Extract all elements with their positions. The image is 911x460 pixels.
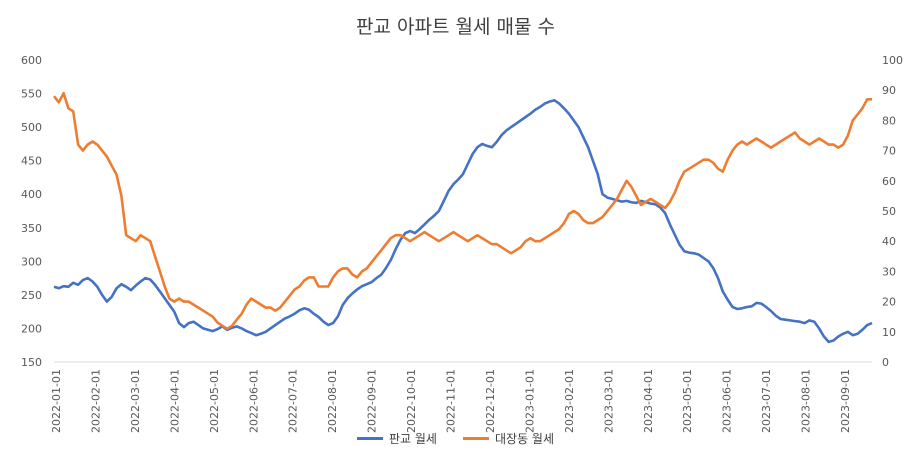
right-tick-label: 60: [882, 175, 896, 188]
legend: 판교 월세 대장동 월세: [0, 430, 911, 447]
right-tick-label: 70: [882, 145, 896, 158]
left-tick-label: 350: [21, 222, 42, 235]
x-tick-label: 2022-02-01: [89, 369, 102, 433]
x-tick-label: 2022-05-01: [208, 369, 221, 433]
right-tick-label: 50: [882, 205, 896, 218]
series-line-2: [52, 91, 872, 331]
right-tick-label: 0: [882, 356, 889, 369]
left-tick-label: 250: [21, 289, 42, 302]
left-tick-label: 550: [21, 88, 42, 101]
series-lines: [52, 91, 873, 344]
right-tick-label: 90: [882, 84, 896, 97]
right-axis: 0 10 20 30 40 50 60 70 80 90 100: [882, 54, 903, 369]
x-tick-label: 2023-03-01: [602, 369, 615, 433]
right-tick-label: 80: [882, 114, 896, 127]
right-tick-label: 40: [882, 235, 896, 248]
x-tick-label: 2022-12-01: [484, 369, 497, 433]
x-tick-label: 2022-07-01: [287, 369, 300, 433]
left-tick-label: 400: [21, 188, 42, 201]
x-tick-label: 2022-06-01: [247, 369, 260, 433]
left-tick-label: 450: [21, 155, 42, 168]
x-tick-label: 2022-01-01: [50, 369, 63, 433]
x-tick-label: 2023-04-01: [642, 369, 655, 433]
x-tick-label: 2022-10-01: [405, 369, 418, 433]
right-tick-label: 30: [882, 265, 896, 278]
legend-swatch: [357, 437, 383, 440]
left-axis: 150 200 250 300 350 400 450 500 550 600: [21, 54, 42, 369]
x-tick-label: 2023-01-01: [523, 369, 536, 433]
x-tick-label: 2022-04-01: [168, 369, 181, 433]
left-tick-label: 500: [21, 121, 42, 134]
x-tick-label: 2022-11-01: [445, 369, 458, 433]
x-tick-label: 2022-08-01: [326, 369, 339, 433]
left-tick-label: 150: [21, 356, 42, 369]
right-tick-label: 10: [882, 326, 896, 339]
x-tick-label: 2023-08-01: [800, 369, 813, 433]
x-tick-label: 2023-06-01: [721, 369, 734, 433]
chart-title: 판교 아파트 월세 매물 수: [356, 16, 555, 38]
legend-label: 대장동 월세: [494, 432, 554, 446]
left-tick-label: 300: [21, 255, 42, 268]
x-axis: 2022-01-01 2022-02-01 2022-03-01 2022-04-01…: [50, 369, 852, 433]
x-tick-label: 2023-02-01: [563, 369, 576, 433]
left-tick-label: 200: [21, 322, 42, 335]
legend-item-1: 판교 월세: [357, 430, 437, 447]
x-tick-label: 2022-03-01: [129, 369, 142, 433]
legend-swatch: [462, 437, 489, 440]
x-tick-label: 2023-09-01: [839, 369, 852, 433]
legend-label: 판교 월세: [389, 432, 437, 446]
x-tick-label: 2022-09-01: [366, 369, 379, 433]
series-line-1: [53, 99, 873, 344]
right-tick-label: 100: [882, 54, 903, 67]
left-tick-label: 600: [21, 54, 42, 67]
x-tick-label: 2023-05-01: [681, 369, 694, 433]
right-tick-label: 20: [882, 296, 896, 309]
legend-item-2: 대장동 월세: [462, 430, 554, 447]
x-tick-label: 2023-07-01: [760, 369, 773, 433]
